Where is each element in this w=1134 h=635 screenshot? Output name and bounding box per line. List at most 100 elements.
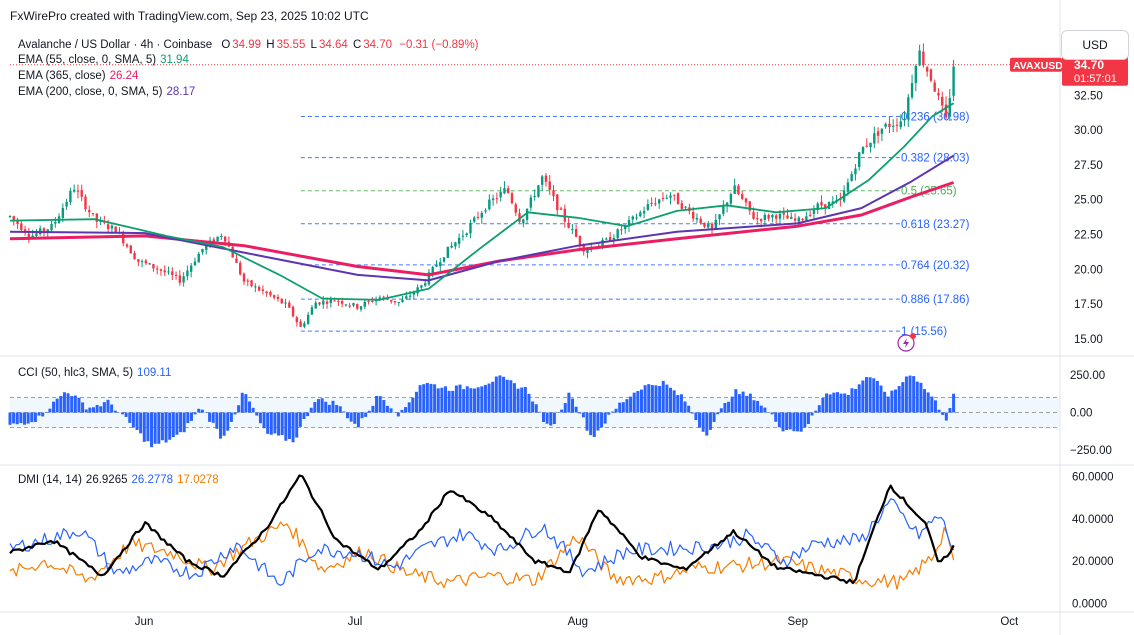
cci-bar	[353, 412, 357, 424]
cci-bar	[135, 412, 139, 430]
candle-body	[858, 152, 861, 167]
cci-axis-label: 0.00	[1070, 408, 1092, 420]
candle-body	[239, 262, 242, 275]
candle-body	[944, 104, 948, 118]
cci-bar	[563, 403, 567, 413]
open-label: O	[221, 39, 231, 51]
cci-bar	[371, 405, 375, 413]
candle-body	[642, 210, 646, 214]
cci-bar	[803, 412, 807, 428]
candle-body	[533, 195, 536, 197]
cci-bar	[679, 394, 683, 413]
cci-bar	[433, 384, 437, 413]
cci-bar	[857, 384, 861, 413]
cci-bar	[505, 379, 509, 413]
cci-bar	[255, 412, 259, 416]
cci-bar	[273, 412, 277, 434]
cci-bar	[796, 412, 800, 432]
symbol-tag	[1010, 57, 1062, 72]
cci-bar	[200, 409, 204, 413]
candle-body	[250, 280, 253, 287]
candle-body	[914, 65, 918, 84]
candle-body	[737, 185, 740, 195]
candle-body	[435, 265, 438, 267]
cci-bar	[335, 404, 339, 413]
cci-bar	[868, 377, 872, 413]
cci-bar	[422, 384, 426, 413]
candle-body	[514, 204, 517, 213]
cci-bar	[610, 411, 614, 413]
candles-group	[8, 43, 955, 329]
cci-bar	[897, 386, 901, 413]
candle-body	[767, 215, 770, 219]
candle-body	[574, 228, 578, 237]
candle-body	[20, 223, 23, 230]
candle-body	[72, 189, 76, 192]
candle-body	[54, 221, 57, 224]
cci-bar	[944, 412, 948, 421]
candle-body	[299, 321, 302, 327]
cci-bar	[222, 412, 226, 436]
cci-bar	[473, 388, 477, 413]
candle-body	[801, 218, 804, 221]
cci-bar	[828, 394, 832, 413]
candle-body	[80, 190, 83, 197]
cci-bar	[88, 407, 92, 413]
candle-body	[578, 236, 582, 246]
cci-legend[interactable]: CCI (50, hlc3, SMA, 5) 109.11	[18, 364, 171, 382]
adx-value: 26.9265	[85, 474, 128, 486]
cci-bar	[560, 409, 564, 413]
ema200-legend[interactable]: EMA (200, close, 0, SMA, 5) 28.17	[18, 83, 195, 101]
cci-bar	[313, 402, 317, 413]
cci-bar	[930, 396, 934, 413]
candle-body	[793, 218, 797, 221]
cci-bar	[378, 396, 382, 413]
candle-body	[163, 270, 166, 273]
candle-body	[948, 97, 952, 117]
minus-di-value: 17.0278	[177, 474, 219, 486]
cci-bar	[639, 389, 643, 413]
cci-bar	[269, 412, 273, 435]
cci-bar	[915, 381, 919, 413]
candle-body	[831, 201, 835, 204]
candle-body	[774, 215, 778, 219]
candle-body	[586, 249, 589, 253]
cci-bar	[182, 412, 186, 433]
cci-bar	[832, 392, 836, 413]
dmi-legend[interactable]: DMI (14, 14) 26.9265 26.2778 17.0278	[18, 471, 219, 489]
cci-bar	[923, 389, 927, 413]
cci-bar	[516, 388, 520, 413]
cci-bar	[665, 384, 669, 413]
candle-body	[540, 176, 544, 185]
ema365-legend[interactable]: EMA (365, close) 26.24	[18, 67, 138, 85]
candle-body	[722, 206, 725, 214]
candle-body	[61, 208, 65, 218]
candle-body	[367, 300, 370, 302]
candle-body	[699, 218, 702, 224]
cci-bar	[375, 395, 379, 413]
cci-bar	[465, 386, 469, 413]
cci-bar	[487, 383, 491, 413]
candle-body	[325, 301, 329, 304]
candle-body	[608, 237, 612, 242]
ema55-legend[interactable]: EMA (55, close, 0, SMA, 5) 31.94	[18, 51, 189, 69]
cci-bar	[683, 401, 687, 413]
cci-bar	[175, 412, 179, 435]
cci-bar	[527, 393, 531, 413]
candle-body	[484, 210, 487, 212]
candle-body	[159, 269, 163, 271]
candle-body	[684, 206, 687, 208]
cci-bar	[443, 386, 447, 413]
candle-body	[548, 181, 551, 190]
candle-body	[714, 219, 717, 229]
cci-bar	[436, 388, 440, 413]
candle-body	[344, 304, 348, 306]
cci-bar	[52, 401, 56, 413]
candle-body	[137, 259, 140, 262]
currency-button[interactable]: USD	[1061, 30, 1129, 60]
fib-level-label: 0.236 (30.98)	[901, 112, 970, 124]
last-price-tag	[1062, 55, 1128, 86]
cci-bar	[494, 376, 498, 413]
cci-bar	[469, 388, 473, 413]
